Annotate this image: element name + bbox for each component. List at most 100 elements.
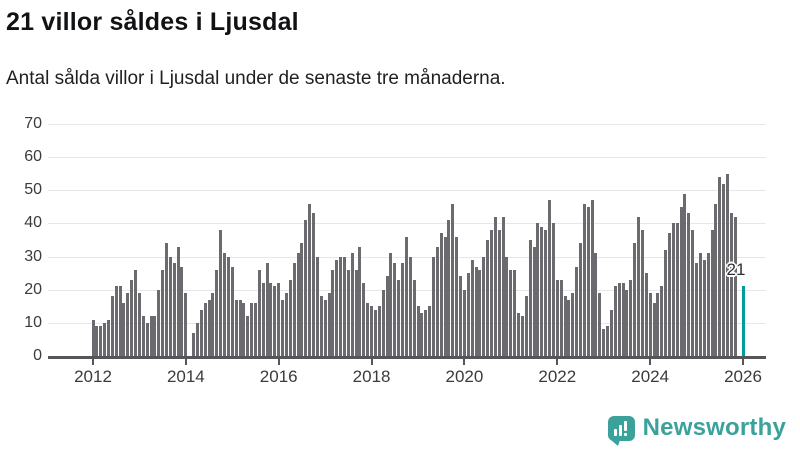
- chart-subtitle: Antal sålda villor i Ljusdal under de se…: [6, 68, 506, 89]
- bar: [466, 273, 470, 356]
- bar: [652, 302, 656, 356]
- bar: [327, 293, 331, 356]
- bar: [91, 319, 95, 356]
- x-axis-tick: [649, 359, 652, 365]
- bar: [598, 293, 602, 356]
- bar: [238, 299, 242, 356]
- bar: [358, 246, 362, 356]
- bar: [377, 306, 381, 356]
- bar: [501, 216, 505, 356]
- bar: [532, 246, 536, 356]
- bar: [722, 183, 726, 356]
- bar: [207, 299, 211, 356]
- bar: [134, 269, 138, 356]
- bar: [443, 236, 447, 356]
- bar: [524, 296, 528, 356]
- bar: [373, 309, 377, 356]
- bar: [590, 200, 594, 356]
- bar: [455, 236, 459, 356]
- bar: [319, 296, 323, 356]
- x-axis-tick-label: 2022: [538, 367, 577, 386]
- bar: [385, 276, 389, 356]
- bar: [195, 322, 199, 356]
- x-axis-tick: [184, 359, 187, 365]
- bar: [729, 213, 733, 356]
- bar: [617, 283, 621, 356]
- bar: [226, 256, 230, 356]
- bar: [528, 240, 532, 356]
- bar: [269, 283, 273, 356]
- bar: [284, 293, 288, 356]
- bar: [664, 249, 668, 356]
- bar: [435, 246, 439, 356]
- bar: [99, 326, 103, 356]
- bar: [640, 230, 644, 356]
- bar: [149, 316, 153, 356]
- bar: [168, 256, 172, 356]
- bar: [551, 223, 555, 356]
- bar: [459, 276, 463, 356]
- bar: [161, 269, 165, 356]
- x-axis-tick: [277, 359, 280, 365]
- y-axis-tick-label: 40: [24, 214, 42, 232]
- bar: [625, 289, 629, 356]
- bar: [184, 293, 188, 356]
- page-title: 21 villor såldes i Ljusdal: [6, 8, 299, 36]
- x-axis-tick-label: 2012: [74, 367, 112, 386]
- bar: [192, 332, 196, 356]
- x-axis-tick: [92, 359, 94, 365]
- bar: [540, 226, 544, 356]
- bar: [683, 193, 687, 356]
- bar: [346, 269, 350, 356]
- bar: [300, 243, 304, 356]
- bar: [671, 223, 675, 356]
- newsworthy-logo[interactable]: Newsworthy: [607, 414, 786, 446]
- x-axis-tick-label: 2024: [631, 367, 670, 386]
- bar: [281, 299, 285, 356]
- bar: [257, 269, 261, 356]
- bar: [648, 293, 652, 356]
- bar: [691, 230, 695, 356]
- bar: [397, 279, 401, 356]
- bar: [633, 243, 637, 356]
- x-axis-tick-label: 2026: [724, 367, 762, 386]
- bar: [462, 289, 466, 356]
- bar: [106, 319, 110, 356]
- bar: [679, 206, 683, 356]
- y-axis-tick-label: 60: [24, 148, 42, 166]
- bar: [404, 236, 408, 356]
- bar: [141, 316, 145, 356]
- bar: [439, 233, 443, 356]
- bar: [698, 253, 702, 356]
- bar: [261, 283, 265, 356]
- y-axis-tick-label: 10: [24, 313, 42, 331]
- bar: [478, 269, 482, 356]
- bar: [312, 213, 316, 356]
- gridline: [48, 190, 766, 192]
- bar: [505, 256, 509, 356]
- bar: [513, 269, 517, 356]
- bar: [172, 263, 176, 356]
- bar: [420, 312, 424, 356]
- bar: [292, 263, 296, 356]
- bar: [424, 309, 428, 356]
- bar: [726, 173, 730, 356]
- bar: [219, 230, 223, 356]
- bar: [718, 177, 722, 356]
- bar: [575, 266, 579, 356]
- bar: [354, 269, 358, 356]
- bar: [180, 266, 184, 356]
- x-axis-tick: [463, 359, 466, 365]
- bar: [629, 279, 633, 356]
- bar: [656, 293, 660, 356]
- bar: [579, 243, 582, 356]
- bar: [370, 306, 374, 356]
- bar: [103, 322, 107, 356]
- bar: [339, 256, 343, 356]
- bar: [122, 302, 126, 356]
- bar: [714, 203, 718, 356]
- bar: [342, 256, 346, 356]
- bar: [211, 293, 215, 356]
- bar: [254, 302, 257, 356]
- bar: [393, 263, 397, 356]
